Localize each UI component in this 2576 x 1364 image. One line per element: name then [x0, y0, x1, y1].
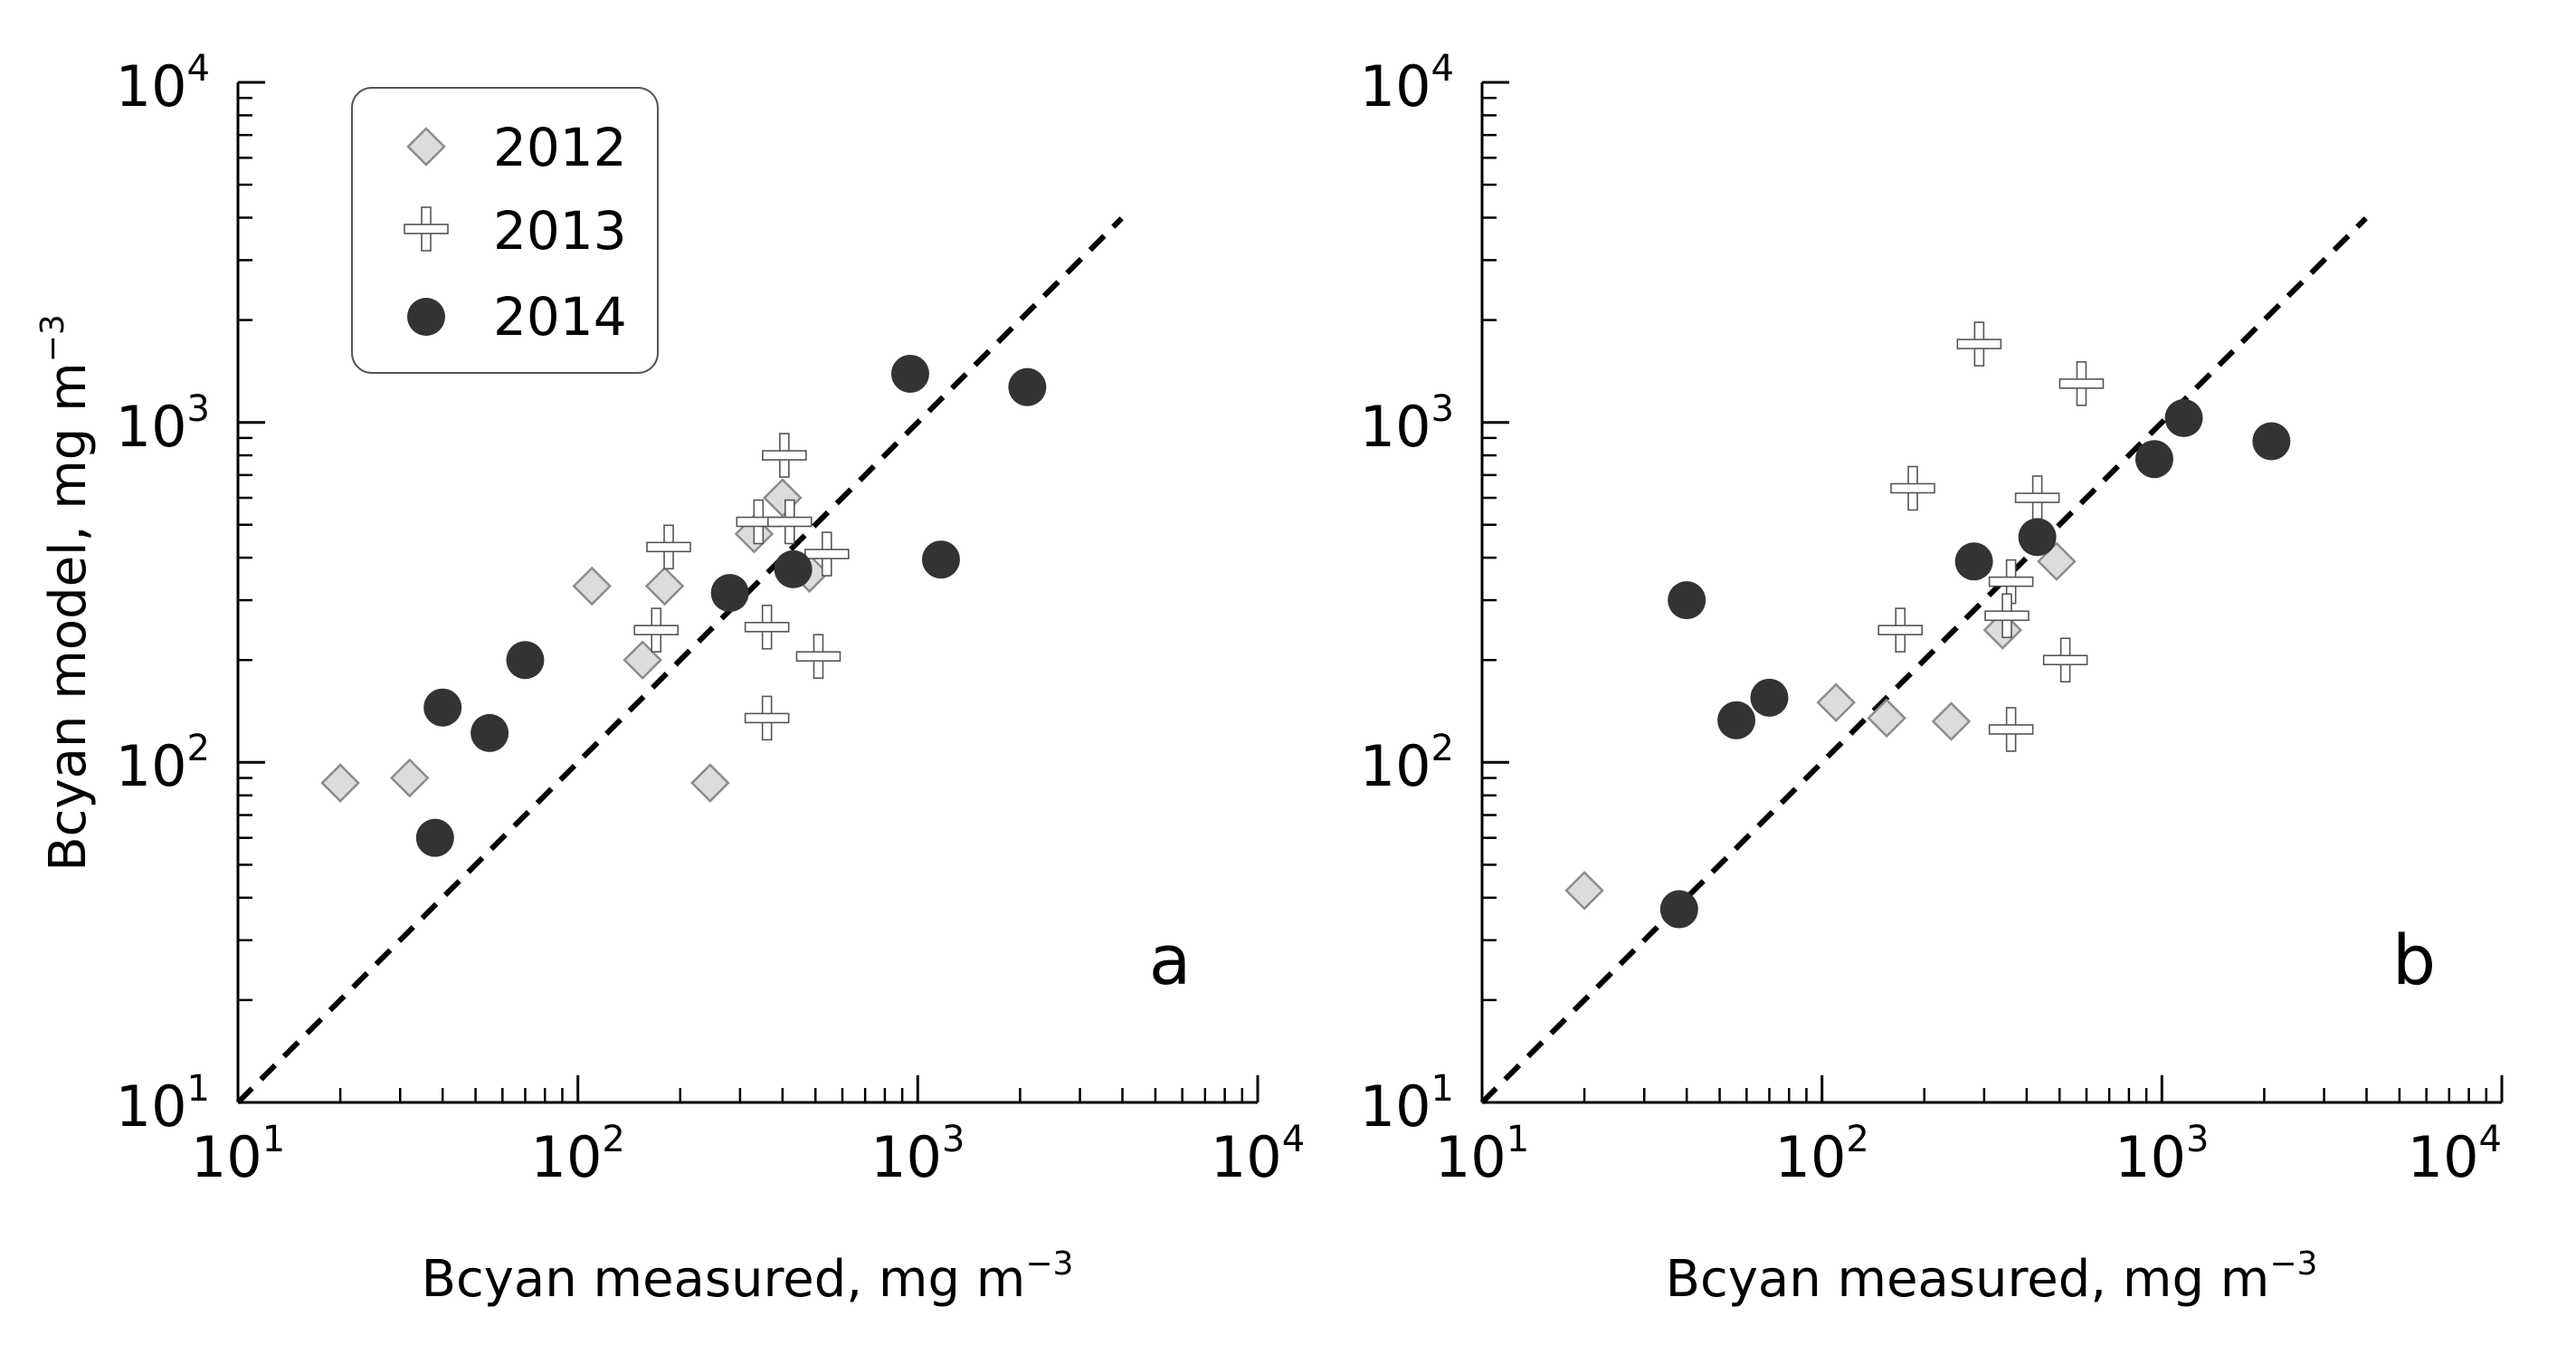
data-point-2013-plus	[633, 607, 680, 653]
legend-entry-2012: 2012	[493, 117, 627, 178]
data-point-2014-circle	[2252, 422, 2291, 461]
data-point-2012-diamond	[572, 566, 612, 606]
panel-a-x-tick-label: 103	[870, 1119, 965, 1190]
data-point-2014-circle	[1008, 367, 1047, 406]
panel-a-x-tick-label: 102	[531, 1119, 625, 1190]
panel-a-x-tick-label: 104	[1211, 1119, 1305, 1190]
data-point-2014-circle	[1717, 701, 1756, 739]
panel-b-x-axis-title: Bcyan measured, mg m−3	[1666, 1245, 2318, 1309]
panel-b-x-tick-label: 102	[1775, 1119, 1869, 1190]
data-point-2014-circle	[1954, 542, 1993, 581]
panel-b-label: b	[2392, 920, 2436, 1000]
data-point-2012-diamond	[763, 478, 803, 518]
data-point-2014-circle	[774, 549, 813, 588]
panel-a: 101 102 103 104 101 102 103 104 Bcyan me…	[34, 48, 1305, 1309]
data-point-2013-plus	[2058, 361, 2105, 406]
data-point-2014-circle	[1668, 581, 1706, 620]
panel-b-x-tick-label: 103	[2115, 1119, 2209, 1190]
panel-b-series-2014	[1659, 398, 2291, 929]
data-point-2013-plus	[2042, 637, 2088, 683]
panel-a-x-axis: 101 102 103 104	[191, 1075, 1305, 1190]
panel-b-y-axis: 101 102 103 104	[1360, 48, 1509, 1140]
data-point-2013-plus	[1988, 707, 2034, 752]
legend-2014-circle-icon	[407, 298, 445, 336]
legend-entry-2014: 2014	[493, 286, 627, 348]
panel-a-x-axis-title: Bcyan measured, mg m−3	[422, 1245, 1074, 1309]
data-point-2012-diamond	[320, 763, 360, 803]
data-point-2014-circle	[471, 713, 509, 752]
panel-b-y-tick-label: 102	[1360, 728, 1454, 799]
data-point-2014-circle	[890, 354, 929, 393]
panel-a-y-axis: 101 102 103 104	[116, 48, 265, 1140]
data-point-2013-plus	[795, 634, 841, 680]
panel-a-series-2014	[415, 354, 1047, 857]
data-point-2013-plus	[744, 695, 790, 741]
panel-a-series-2012	[320, 478, 830, 803]
legend-2012-diamond-icon	[406, 127, 446, 167]
data-point-2014-circle	[506, 641, 545, 680]
data-point-2013-plus	[744, 605, 790, 650]
panel-a-series-2013	[633, 433, 850, 741]
panel-b-x-tick-label: 104	[2408, 1119, 2502, 1190]
data-point-2013-plus	[1956, 321, 2002, 367]
data-point-2012-diamond	[690, 763, 730, 803]
panel-b-y-minor-ticks	[1482, 96, 1497, 1002]
data-point-2013-plus	[762, 433, 807, 478]
panel-b-x-minor-ticks	[1583, 1088, 2488, 1102]
legend-2013-plus-icon	[404, 206, 449, 252]
panel-b-x-axis: 101 102 103 104	[1435, 1075, 2504, 1190]
panel-b-x-tick-label: 101	[1435, 1119, 1529, 1190]
legend: 2012 2013 2014	[351, 87, 659, 374]
panel-a-y-tick-label: 101	[116, 1068, 210, 1140]
panel-b-reference-line	[1479, 216, 2368, 1105]
data-point-2012-diamond	[644, 566, 685, 606]
data-point-2014-circle	[2164, 398, 2203, 437]
data-point-2014-circle	[423, 688, 462, 727]
panel-a-x-tick-label: 101	[191, 1119, 285, 1190]
data-point-2014-circle	[921, 540, 960, 579]
data-point-2013-plus	[2014, 475, 2060, 520]
data-point-2012-diamond	[1867, 698, 1906, 739]
data-point-2013-plus	[1984, 593, 2029, 639]
panel-a-label: a	[1149, 920, 1192, 1000]
data-point-2013-plus	[767, 499, 813, 545]
data-point-2014-circle	[2018, 518, 2057, 557]
panel-b: 101 102 103 104 101 102 103 104 Bcyan me…	[1360, 48, 2504, 1309]
panel-a-y-minor-ticks	[238, 96, 252, 1002]
data-point-2012-diamond	[390, 758, 430, 798]
data-point-2014-circle	[415, 818, 454, 857]
legend-entry-2013: 2013	[493, 200, 627, 262]
panel-b-y-tick-label: 104	[1360, 48, 1454, 119]
panel-a-x-minor-ticks	[338, 1088, 1244, 1102]
data-point-2014-circle	[1750, 678, 1789, 717]
panel-b-y-tick-label: 103	[1360, 388, 1454, 460]
panel-b-y-tick-label: 101	[1360, 1068, 1454, 1140]
data-point-2012-diamond	[1564, 871, 1604, 911]
panel-a-y-axis-title: Bcyan model, mg m−3	[34, 314, 98, 871]
data-point-2013-plus	[1890, 465, 1935, 511]
data-point-2012-diamond	[1931, 701, 1972, 741]
data-point-2013-plus	[646, 524, 691, 570]
panel-b-series-2013	[1877, 321, 2105, 752]
panel-a-y-tick-label: 102	[116, 728, 210, 799]
data-point-2013-plus	[804, 531, 850, 577]
panel-a-reference-line	[235, 216, 1124, 1105]
data-point-2014-circle	[1659, 890, 1698, 929]
data-point-2013-plus	[1877, 607, 1924, 653]
data-point-2014-circle	[710, 574, 749, 613]
panel-a-y-tick-label: 103	[116, 388, 210, 460]
data-point-2014-circle	[2134, 440, 2173, 479]
data-point-2012-diamond	[1816, 682, 1856, 722]
panel-a-y-tick-label: 104	[116, 48, 210, 119]
